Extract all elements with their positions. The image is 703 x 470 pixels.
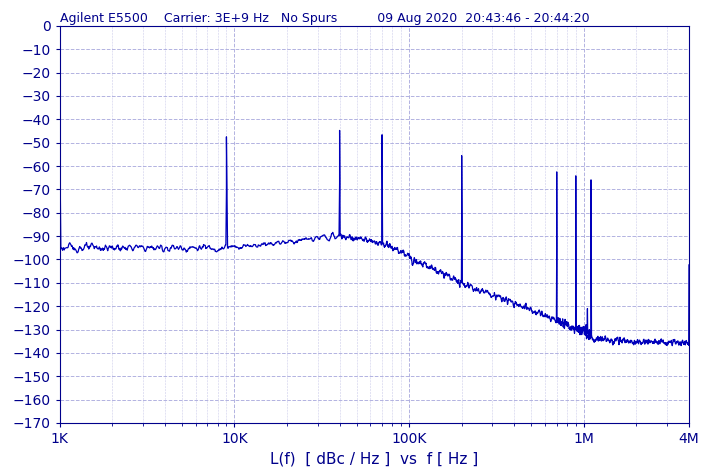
Text: Agilent E5500    Carrier: 3E+9 Hz   No Spurs          09 Aug 2020  20:43:46 - 20: Agilent E5500 Carrier: 3E+9 Hz No Spurs …	[60, 12, 589, 25]
X-axis label: L(f)  [ dBc / Hz ]  vs  f [ Hz ]: L(f) [ dBc / Hz ] vs f [ Hz ]	[270, 452, 479, 467]
